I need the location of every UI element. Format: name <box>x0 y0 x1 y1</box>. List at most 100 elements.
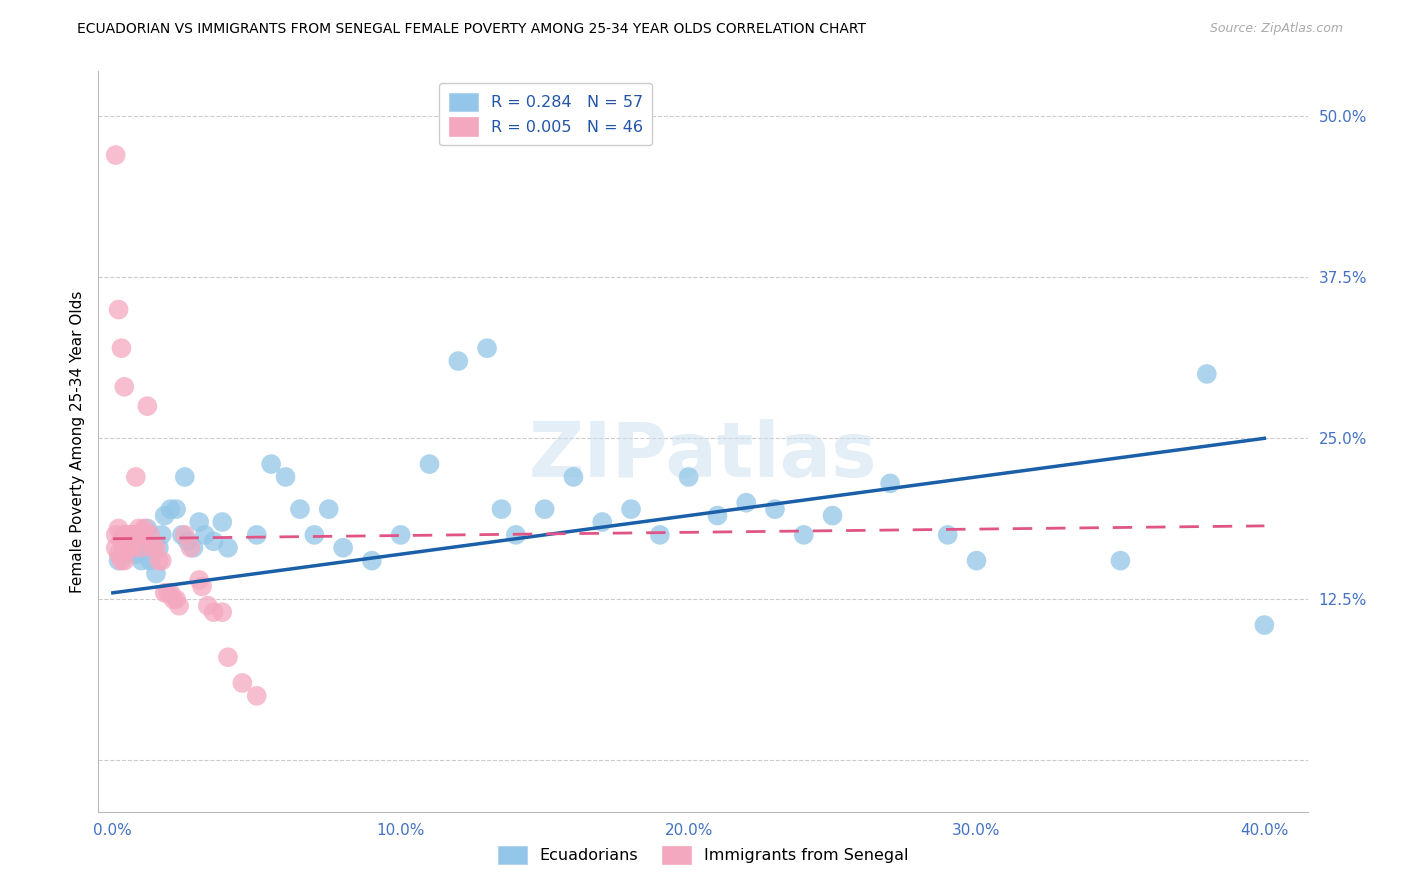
Point <box>1253 618 1275 632</box>
Point <box>110 534 132 549</box>
Text: ECUADORIAN VS IMMIGRANTS FROM SENEGAL FEMALE POVERTY AMONG 25-34 YEAR OLDS CORRE: ECUADORIAN VS IMMIGRANTS FROM SENEGAL FE… <box>77 22 866 37</box>
Point <box>706 508 728 523</box>
Point <box>115 547 138 561</box>
Point <box>505 528 527 542</box>
Point <box>145 566 167 581</box>
Point <box>763 502 786 516</box>
Point <box>246 689 269 703</box>
Point <box>274 470 297 484</box>
Point <box>148 541 170 555</box>
Point <box>162 592 184 607</box>
Point <box>318 502 340 516</box>
Point <box>491 502 513 516</box>
Point <box>107 302 129 317</box>
Point <box>131 541 153 555</box>
Point <box>217 650 239 665</box>
Point <box>648 528 671 542</box>
Point <box>678 470 700 484</box>
Point <box>591 515 613 529</box>
Point <box>150 554 173 568</box>
Point <box>153 586 176 600</box>
Point <box>159 502 181 516</box>
Point <box>104 541 127 555</box>
Point <box>107 521 129 535</box>
Point <box>112 380 135 394</box>
Point <box>148 554 170 568</box>
Point <box>562 470 585 484</box>
Point <box>288 502 311 516</box>
Point <box>966 554 988 568</box>
Point <box>183 541 205 555</box>
Point <box>361 554 384 568</box>
Point <box>104 528 127 542</box>
Point <box>128 521 150 535</box>
Point <box>120 528 142 542</box>
Point <box>793 528 815 542</box>
Point <box>128 528 150 542</box>
Point <box>879 476 901 491</box>
Point <box>936 528 959 542</box>
Point <box>475 341 498 355</box>
Point <box>197 599 219 613</box>
Point <box>211 605 233 619</box>
Point <box>131 554 153 568</box>
Point <box>176 534 198 549</box>
Point <box>112 554 135 568</box>
Point <box>170 528 193 542</box>
Point <box>173 470 195 484</box>
Point <box>260 457 283 471</box>
Text: Source: ZipAtlas.com: Source: ZipAtlas.com <box>1209 22 1343 36</box>
Point <box>304 528 326 542</box>
Point <box>1109 554 1132 568</box>
Point <box>165 502 187 516</box>
Point <box>821 508 844 523</box>
Point <box>125 470 148 484</box>
Text: ZIPatlas: ZIPatlas <box>529 419 877 493</box>
Point <box>122 541 145 555</box>
Point <box>122 541 145 555</box>
Point <box>188 573 211 587</box>
Point <box>194 528 217 542</box>
Point <box>139 554 162 568</box>
Point <box>128 534 150 549</box>
Point <box>136 521 159 535</box>
Point <box>139 528 162 542</box>
Point <box>110 554 132 568</box>
Point <box>447 354 470 368</box>
Point <box>134 534 156 549</box>
Point <box>159 586 181 600</box>
Point <box>136 399 159 413</box>
Point <box>125 547 148 561</box>
Point <box>115 528 138 542</box>
Point <box>125 528 148 542</box>
Legend: R = 0.284   N = 57, R = 0.005   N = 46: R = 0.284 N = 57, R = 0.005 N = 46 <box>440 83 652 145</box>
Point <box>533 502 555 516</box>
Point <box>231 676 253 690</box>
Point <box>107 547 129 561</box>
Point <box>1195 367 1218 381</box>
Point <box>112 528 135 542</box>
Point <box>115 541 138 555</box>
Point <box>418 457 440 471</box>
Legend: Ecuadorians, Immigrants from Senegal: Ecuadorians, Immigrants from Senegal <box>492 839 914 871</box>
Point <box>145 541 167 555</box>
Point <box>110 341 132 355</box>
Point <box>120 528 142 542</box>
Point <box>180 541 202 555</box>
Point <box>217 541 239 555</box>
Y-axis label: Female Poverty Among 25-34 Year Olds: Female Poverty Among 25-34 Year Olds <box>69 291 84 592</box>
Point <box>211 515 233 529</box>
Point <box>173 528 195 542</box>
Point <box>150 528 173 542</box>
Point <box>191 579 214 593</box>
Point <box>112 541 135 555</box>
Point <box>156 586 179 600</box>
Point <box>131 528 153 542</box>
Point <box>620 502 643 516</box>
Point <box>104 148 127 162</box>
Point <box>735 496 758 510</box>
Point <box>153 508 176 523</box>
Point <box>389 528 412 542</box>
Point <box>202 534 225 549</box>
Point <box>134 528 156 542</box>
